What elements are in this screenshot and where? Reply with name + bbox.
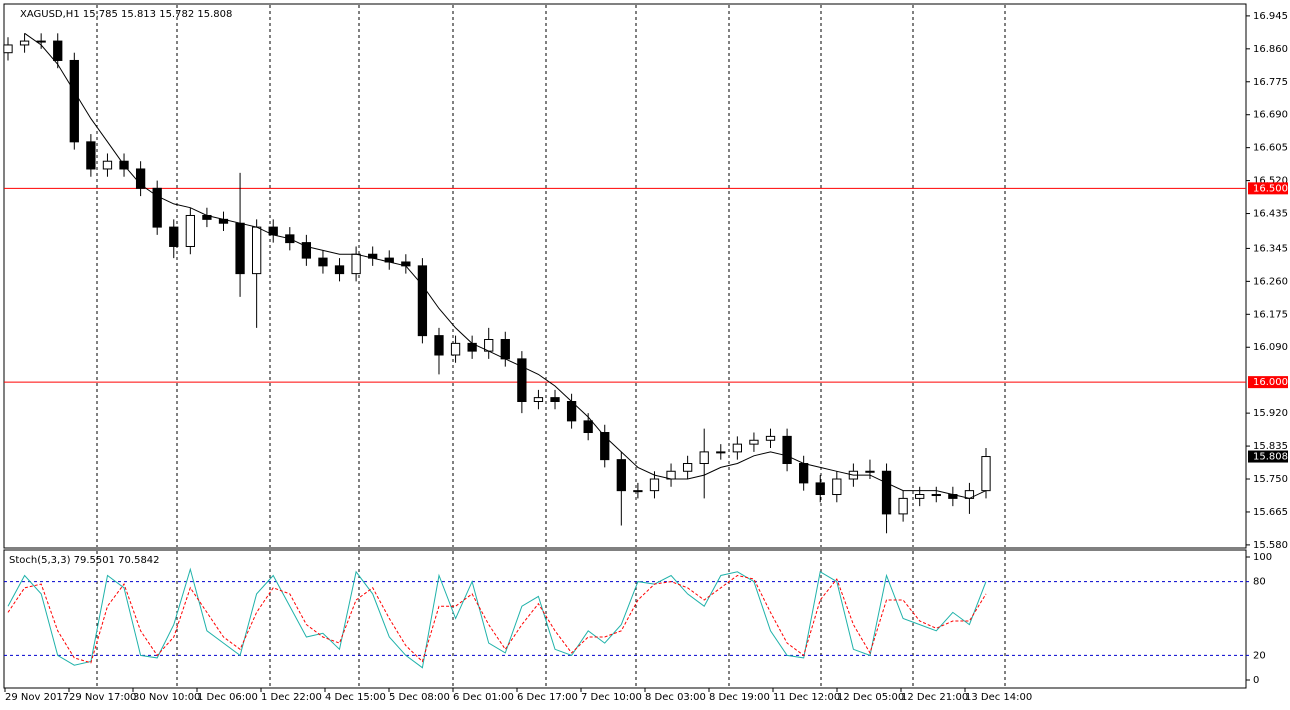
candle-body xyxy=(732,443,742,453)
y-tick-label: 16.520 xyxy=(1253,176,1288,187)
candle-body xyxy=(616,459,626,492)
candle-body xyxy=(86,141,96,170)
x-tick-label: 4 Dec 15:00 xyxy=(325,692,386,703)
indicator-tick-label: 80 xyxy=(1253,577,1266,588)
x-tick-label: 8 Dec 19:00 xyxy=(709,692,770,703)
candle-body xyxy=(749,439,759,445)
indicator-title: Stoch(5,3,3) 79.5501 70.5842 xyxy=(9,555,160,566)
candle-body xyxy=(881,470,892,515)
x-tick-label: 29 Nov 2017 xyxy=(5,692,69,703)
candle-body xyxy=(3,44,13,54)
candle-body xyxy=(69,59,79,143)
y-tick-label: 15.750 xyxy=(1253,474,1288,485)
x-tick-label: 12 Dec 21:00 xyxy=(901,692,968,703)
indicator-panel xyxy=(3,549,1247,689)
candle-body xyxy=(417,265,428,337)
x-tick-label: 7 Dec 10:00 xyxy=(581,692,642,703)
price-panel xyxy=(3,3,1247,549)
y-tick-label: 16.775 xyxy=(1253,77,1288,88)
y-tick-label: 15.580 xyxy=(1253,540,1288,551)
candle-body xyxy=(699,451,709,465)
y-tick-label: 15.920 xyxy=(1253,408,1288,419)
candle-body xyxy=(815,482,825,496)
candle-body xyxy=(53,40,63,61)
candle-body xyxy=(600,432,610,461)
indicator-line xyxy=(7,567,987,669)
candle-body xyxy=(898,497,908,515)
y-tick-label: 15.665 xyxy=(1253,507,1288,518)
candle-body xyxy=(500,338,510,360)
candle-body xyxy=(981,456,991,492)
candle-body xyxy=(19,40,30,46)
candle-body xyxy=(633,490,643,493)
y-tick-label: 16.175 xyxy=(1253,309,1288,320)
x-tick-label: 6 Dec 01:00 xyxy=(453,692,514,703)
candle-body xyxy=(36,40,46,43)
x-tick-label: 11 Dec 12:00 xyxy=(773,692,840,703)
x-tick-label: 6 Dec 17:00 xyxy=(517,692,578,703)
price-line-tag xyxy=(1248,182,1288,195)
candle-body xyxy=(152,187,162,228)
candle-body xyxy=(533,397,544,403)
price-line-tag xyxy=(1248,376,1288,389)
candle-body xyxy=(799,463,809,484)
candle-body xyxy=(865,470,875,473)
candle-body xyxy=(252,226,262,275)
chart-title: XAGUSD,H1 15.785 15.813 15.782 15.808 xyxy=(20,9,232,20)
y-tick-label: 16.945 xyxy=(1253,11,1288,22)
y-tick-label: 16.090 xyxy=(1253,342,1288,353)
indicator-tick-label: 0 xyxy=(1253,675,1259,686)
candle-body xyxy=(682,463,693,472)
current-price-tag xyxy=(1248,450,1288,463)
x-tick-label: 30 Nov 10:00 xyxy=(133,692,200,703)
moving-average xyxy=(24,32,987,499)
candle-body xyxy=(450,342,461,356)
candle-body xyxy=(185,214,195,247)
y-tick-label: 16.260 xyxy=(1253,276,1288,287)
candle-body xyxy=(931,494,941,497)
candle-body xyxy=(169,226,179,247)
candle-body xyxy=(318,257,328,267)
candle-body xyxy=(102,160,113,170)
indicator-tick-label: 20 xyxy=(1253,650,1266,661)
current-price-label: 15.808 xyxy=(1253,452,1288,463)
candle-body xyxy=(334,265,345,275)
y-tick-label: 16.605 xyxy=(1253,143,1288,154)
candle-body xyxy=(301,242,312,259)
x-tick-label: 12 Dec 05:00 xyxy=(837,692,904,703)
candle-body xyxy=(135,168,146,189)
candle-body xyxy=(649,478,660,492)
y-tick-label: 16.435 xyxy=(1253,209,1288,220)
candle-body xyxy=(235,222,245,275)
x-tick-label: 13 Dec 14:00 xyxy=(965,692,1032,703)
x-tick-label: 5 Dec 08:00 xyxy=(389,692,450,703)
x-tick-label: 1 Dec 06:00 xyxy=(197,692,258,703)
candle-body xyxy=(832,478,842,496)
x-tick-label: 29 Nov 17:00 xyxy=(69,692,136,703)
candle-body xyxy=(351,253,361,275)
price-line-label: 16.500 xyxy=(1253,183,1288,194)
price-line-label: 16.000 xyxy=(1253,377,1288,388)
candle-body xyxy=(915,494,925,499)
x-tick-label: 8 Dec 03:00 xyxy=(645,692,706,703)
indicator-tick-label: 100 xyxy=(1253,552,1272,563)
y-tick-label: 16.860 xyxy=(1253,44,1288,55)
candle-body xyxy=(434,335,444,356)
candle-body xyxy=(517,358,527,403)
candle-body xyxy=(782,435,792,465)
y-tick-label: 16.690 xyxy=(1253,110,1288,121)
x-tick-label: 1 Dec 22:00 xyxy=(261,692,322,703)
candle-body xyxy=(765,435,776,441)
y-tick-label: 15.835 xyxy=(1253,441,1288,452)
y-tick-label: 16.345 xyxy=(1253,243,1288,254)
candle-body xyxy=(583,420,593,434)
candle-body xyxy=(550,397,560,403)
candle-body xyxy=(716,451,726,454)
indicator-line xyxy=(7,574,987,664)
